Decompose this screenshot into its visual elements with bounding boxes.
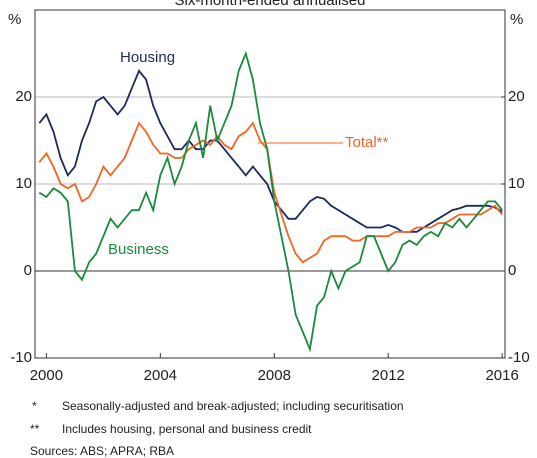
y-tick-label: 20: [15, 88, 32, 105]
y-tick-label: 0: [24, 262, 32, 279]
series-line: [38, 50, 503, 353]
sources: Sources: ABS; APRA; RBA: [30, 444, 174, 458]
note-mark: *: [32, 399, 37, 413]
note: Includes housing, personal and business …: [62, 422, 312, 436]
y-tick-label: -10: [10, 349, 32, 366]
x-tick-label: 2008: [258, 367, 291, 384]
x-tick-label: 2000: [30, 367, 63, 384]
series-label: Total**: [345, 134, 389, 151]
x-tick-label: 2004: [144, 367, 177, 384]
y2-axis-label: %: [510, 11, 523, 28]
x-tick-label: 2012: [372, 367, 405, 384]
y2-tick-label: 20: [508, 88, 525, 105]
y2-tick-label: -10: [508, 349, 530, 366]
series-label: Housing: [120, 49, 175, 66]
subtitle: Six-month-ended annualised: [175, 0, 366, 9]
note-mark: **: [30, 422, 40, 436]
x-tick-label: 2016: [485, 367, 518, 384]
note: Seasonally-adjusted and break-adjusted; …: [62, 399, 404, 413]
series-line: [38, 69, 503, 233]
plot-frame: [34, 9, 506, 359]
y-tick-label: 10: [15, 175, 32, 192]
y2-tick-label: 0: [508, 262, 516, 279]
y2-tick-label: 10: [508, 175, 525, 192]
y-axis-label: %: [8, 11, 21, 28]
series-label: Business: [108, 241, 169, 258]
